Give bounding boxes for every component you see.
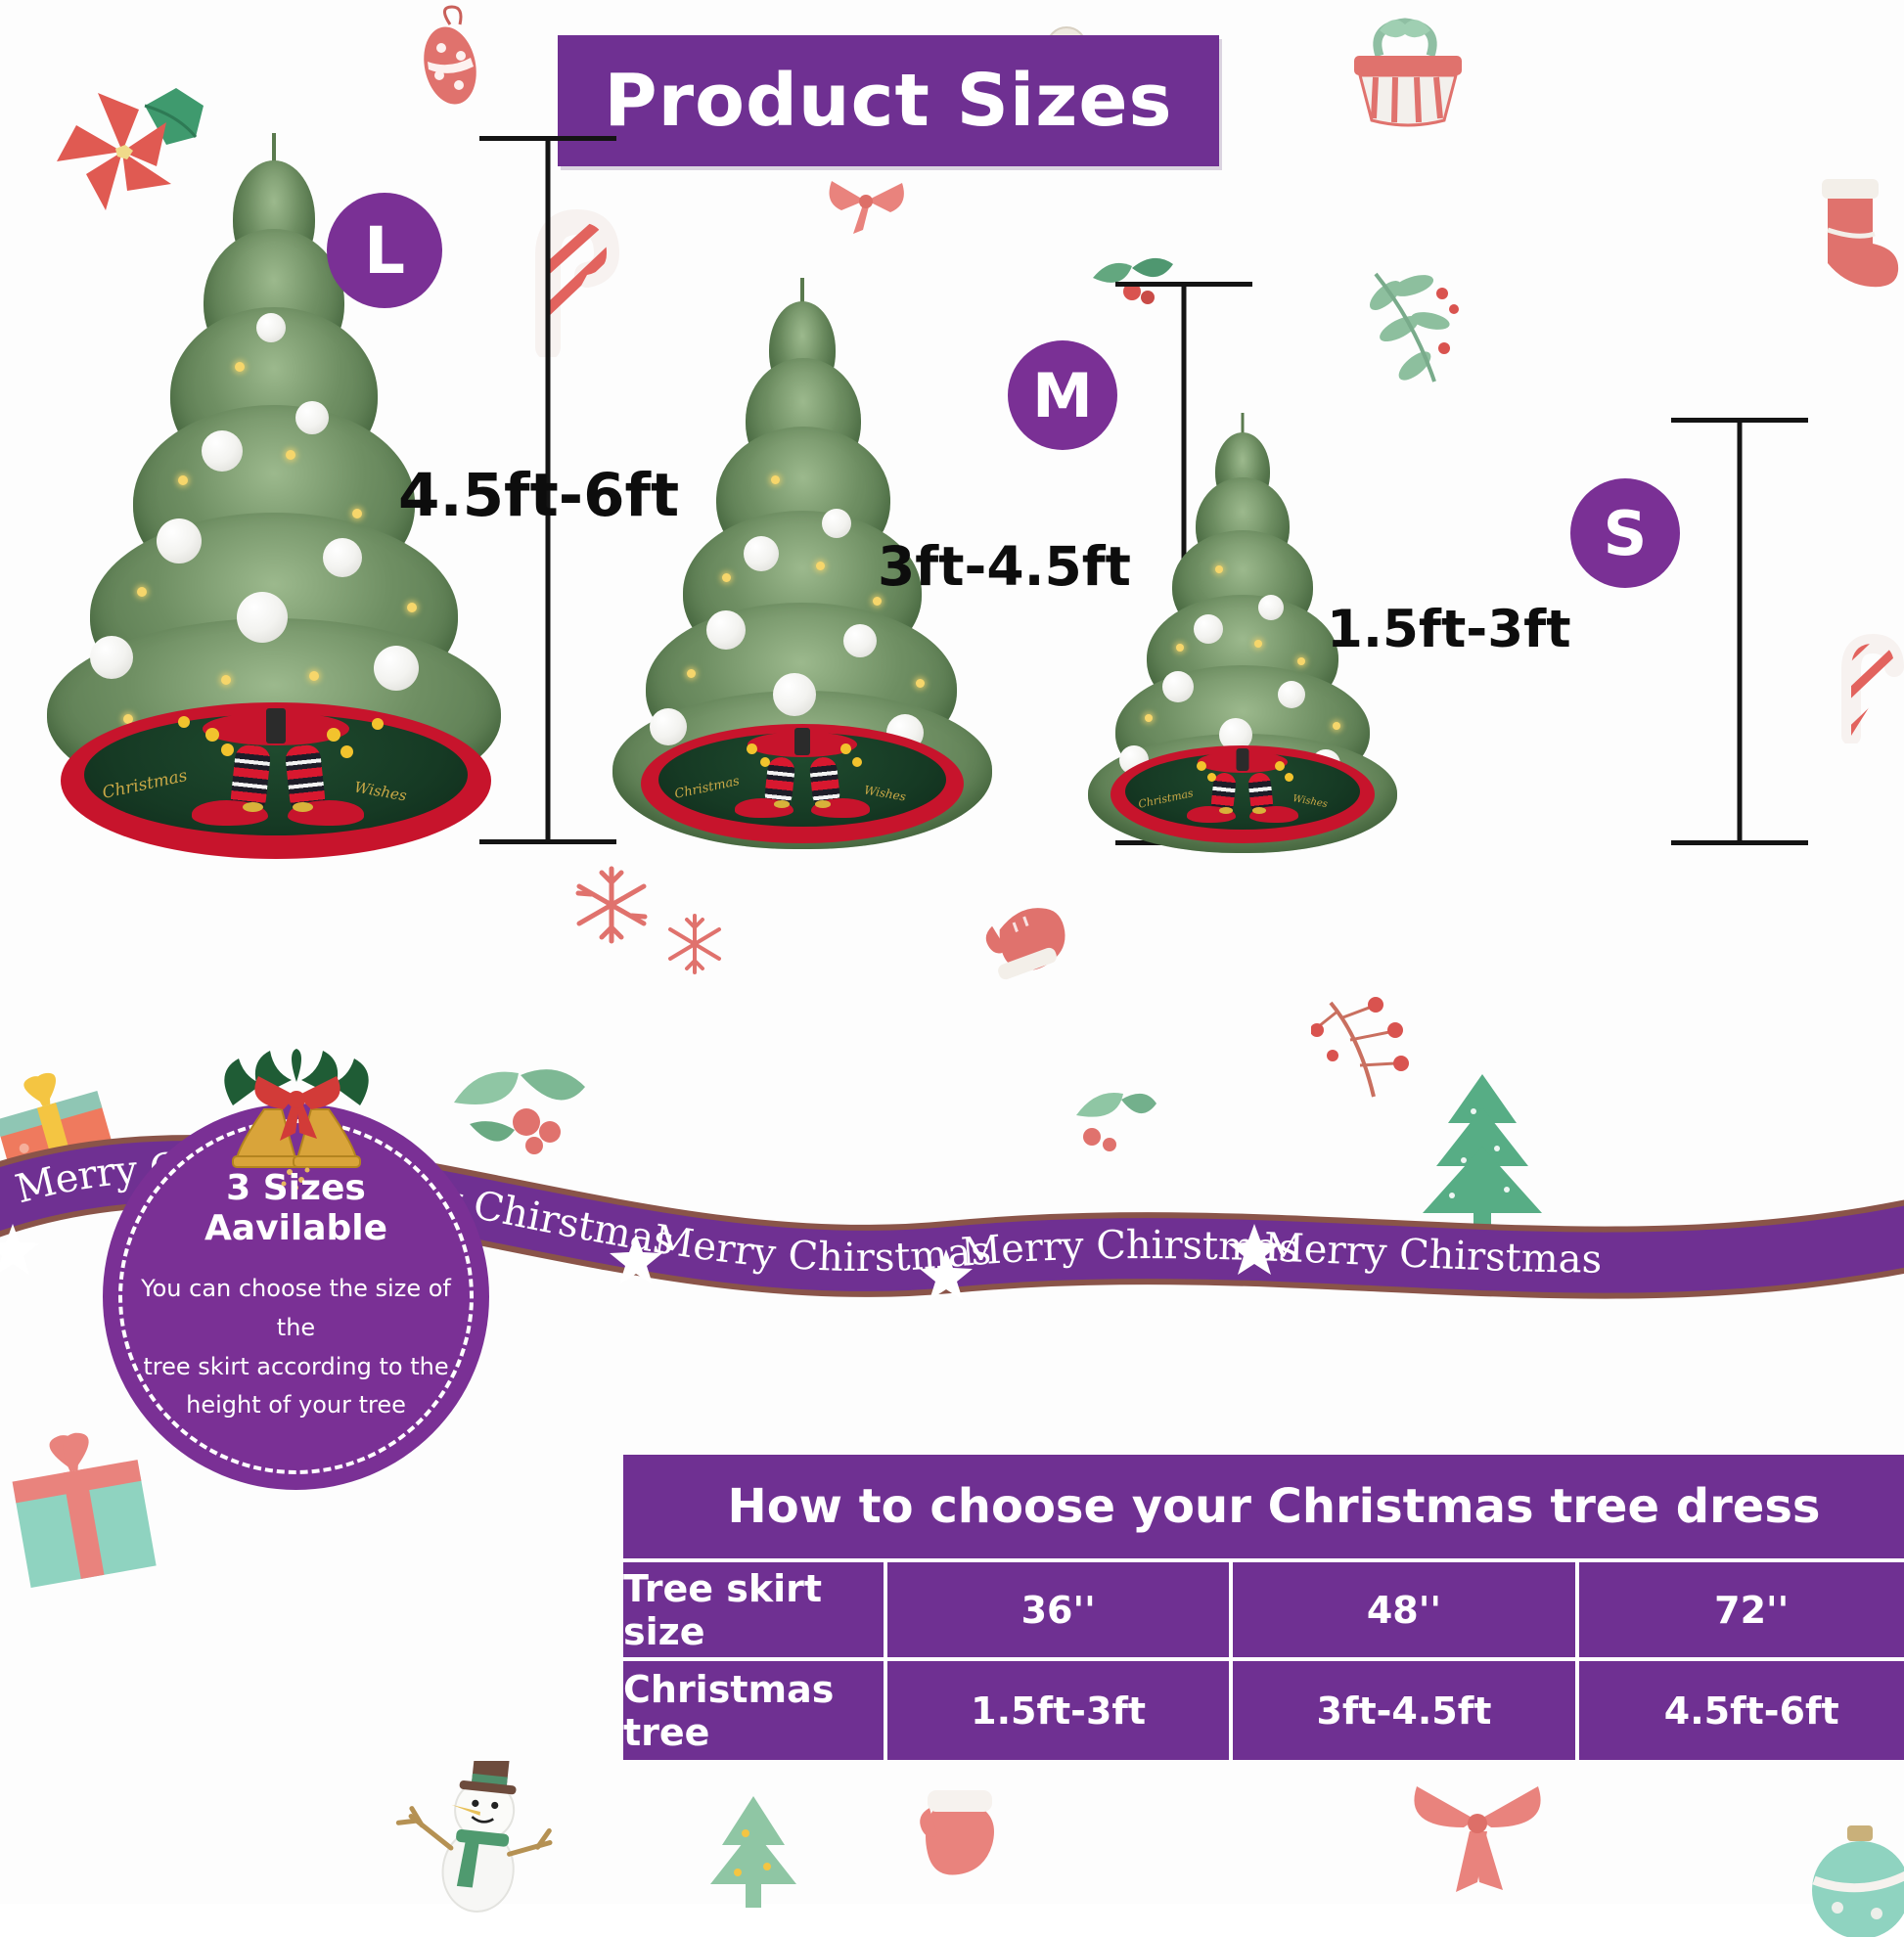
table-row-label: Christmas tree [623,1661,887,1760]
measure-bracket-small [1671,418,1808,845]
table-row-label: Tree skirt size [623,1562,887,1657]
table-cell: 36'' [887,1562,1234,1657]
bracket-line [545,136,551,844]
stocking-icon [1822,179,1899,288]
callout-body-line-2: tree skirt according to the [143,1352,449,1380]
holly-sprig-icon [1076,1092,1156,1151]
callout-body: You can choose the size of the tree skir… [136,1270,456,1424]
size-badge-small-label: S [1603,497,1648,569]
tree-trunk [794,728,810,755]
pine-tree-icon [1423,1074,1542,1240]
elf-shoe-right [1249,806,1298,823]
tree-trunk [1236,748,1249,771]
bracket-cap-bottom [1671,840,1808,845]
bracket-cap-bottom [479,839,616,844]
bow-pink-icon [1414,1786,1541,1892]
measure-label-medium: 3ft-4.5ft [878,535,1131,598]
mistletoe-icon [1369,272,1459,383]
hanging-basket-icon [1354,18,1462,127]
table-row: Tree skirt size 36'' 48'' 72'' [623,1562,1904,1661]
table-cell: 72'' [1714,1588,1790,1632]
size-badge-medium-label: M [1032,359,1093,431]
pine-tree-small-icon [710,1796,796,1908]
tree-skirt-medium: Christmas Wishes [641,724,964,843]
ribbon-bow-icon [829,181,904,234]
mitten-icon [985,908,1065,980]
mitten-small-icon [920,1790,994,1875]
ornament-ball-icon [424,5,476,105]
size-badge-large: L [327,193,442,308]
size-badge-medium: M [1008,340,1117,450]
elf-shoe-right [288,800,364,826]
measure-label-large: 4.5ft-6ft [398,461,680,530]
size-badge-small: S [1570,478,1680,588]
snowflake-small-icon [668,914,721,974]
tree-skirt-small: Christmas Wishes [1111,745,1375,843]
gift-box-teal-icon [12,1432,157,1588]
holly-leaf-icon [454,1069,585,1154]
page-title-banner: Product Sizes [558,35,1219,166]
tree-topper-small [1241,413,1245,442]
tree-trunk [266,708,286,743]
tree-skirt-large: Christmas Wishes [61,702,491,859]
measure-label-small: 1.5ft-3ft [1327,600,1571,659]
elf-shoe-right [811,798,870,818]
bracket-line [1737,418,1743,845]
holly-berry-icon [1093,257,1173,304]
measure-bracket-large [479,136,616,844]
table-cell: 48'' [1233,1562,1579,1657]
elf-shoe-left [192,800,268,826]
page-title: Product Sizes [604,59,1173,143]
christmas-bells-icon [223,1049,369,1191]
size-badge-large-label: L [363,212,406,289]
candy-cane-small-icon [1841,633,1904,743]
elf-shoe-left [1187,806,1236,823]
table-cell: 3ft-4.5ft [1233,1661,1579,1760]
table-cell: 4.5ft-6ft [1663,1689,1839,1733]
table-cell: 1.5ft-3ft [887,1661,1234,1760]
sizes-available-callout: 3 Sizes Aavilable You can choose the siz… [103,1049,489,1490]
callout-heading: 3 Sizes Aavilable [204,1168,388,1249]
size-chart-table: How to choose your Christmas tree dress … [623,1455,1904,1760]
callout-body-line-1: You can choose the size of the [141,1275,451,1341]
snowflake-icon [575,866,648,944]
poinsettia-icon [57,88,204,210]
tree-topper-large [272,133,276,178]
berry-branch-icon [1311,997,1409,1098]
elf-shoe-left [735,798,793,818]
candy-cane-icon [535,208,620,357]
tree-topper-medium [800,278,804,315]
table-heading: How to choose your Christmas tree dress [623,1455,1904,1562]
table-row: Christmas tree 1.5ft-3ft 3ft-4.5ft 4.5ft… [623,1661,1904,1760]
snowman-icon [395,1761,553,1913]
ornament-teal-icon [1812,1825,1904,1937]
callout-body-line-3: height of your tree [186,1391,406,1419]
